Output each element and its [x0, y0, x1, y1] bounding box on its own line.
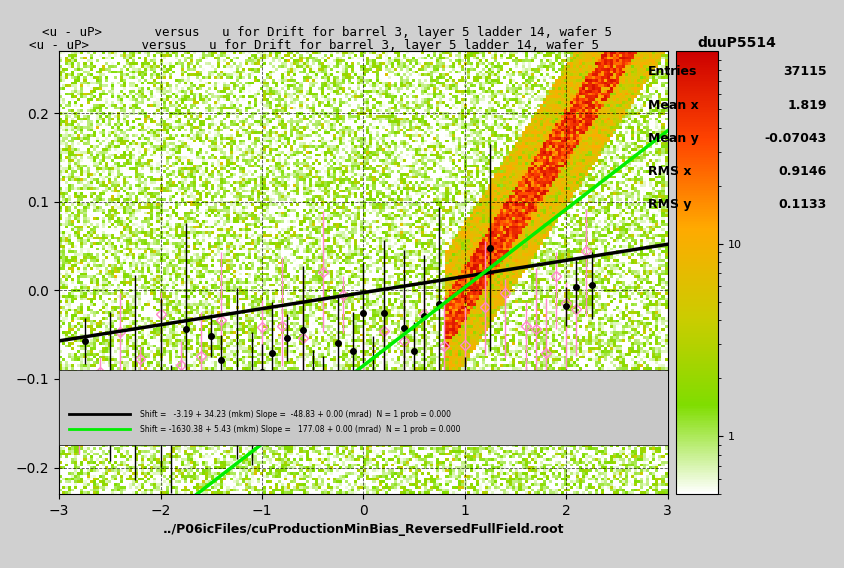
- Text: duuP5514: duuP5514: [697, 36, 776, 51]
- Text: 0.1133: 0.1133: [777, 198, 825, 211]
- Text: 1.819: 1.819: [787, 99, 825, 112]
- Text: Mean y: Mean y: [647, 132, 698, 145]
- Text: 37115: 37115: [782, 65, 825, 78]
- Text: Entries: Entries: [647, 65, 696, 78]
- Text: Mean x: Mean x: [647, 99, 698, 112]
- X-axis label: ../P06icFiles/cuProductionMinBias_ReversedFullField.root: ../P06icFiles/cuProductionMinBias_Revers…: [162, 524, 564, 536]
- Text: Shift = -1630.38 + 5.43 (mkm) Slope =   177.08 + 0.00 (mrad)  N = 1 prob = 0.000: Shift = -1630.38 + 5.43 (mkm) Slope = 17…: [140, 425, 460, 434]
- Text: RMS x: RMS x: [647, 165, 690, 178]
- Text: <u - uP>       versus   u for Drift for barrel 3, layer 5 ladder 14, wafer 5: <u - uP> versus u for Drift for barrel 3…: [29, 39, 598, 52]
- Text: RMS y: RMS y: [647, 198, 690, 211]
- Text: -0.07043: -0.07043: [764, 132, 825, 145]
- Text: Shift =   -3.19 + 34.23 (mkm) Slope =  -48.83 + 0.00 (mrad)  N = 1 prob = 0.000: Shift = -3.19 + 34.23 (mkm) Slope = -48.…: [140, 410, 451, 419]
- Text: 0.9146: 0.9146: [777, 165, 825, 178]
- FancyBboxPatch shape: [59, 370, 667, 445]
- Text: <u - uP>       versus   u for Drift for barrel 3, layer 5 ladder 14, wafer 5: <u - uP> versus u for Drift for barrel 3…: [42, 26, 612, 39]
